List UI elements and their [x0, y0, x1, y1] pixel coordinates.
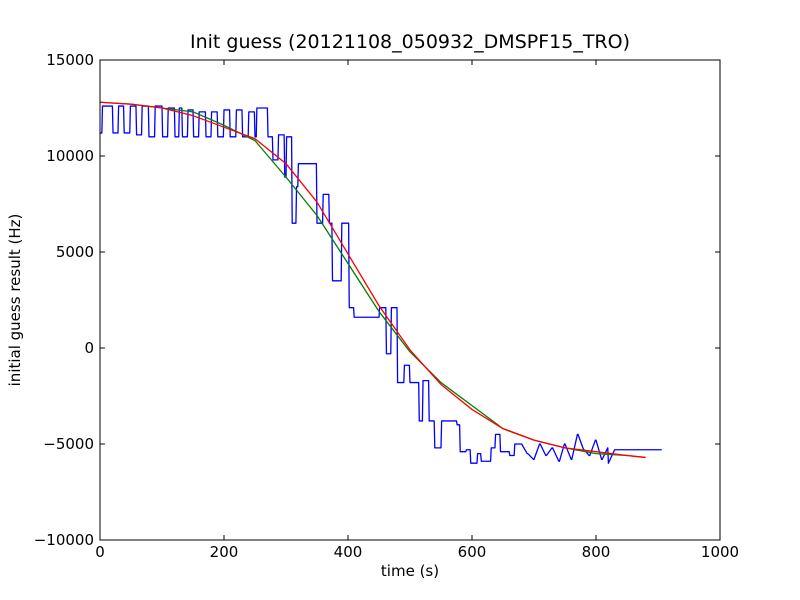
chart-title: Init guess (20121108_050932_DMSPF15_TRO) — [190, 31, 630, 53]
series-line-3 — [100, 101, 646, 459]
series-layer — [100, 101, 662, 464]
y-tick-label: 5000 — [56, 243, 94, 261]
x-tick-label: 200 — [210, 543, 239, 561]
y-tick-label: −5000 — [43, 435, 94, 453]
x-tick-label: 800 — [582, 543, 611, 561]
y-tick-label: 0 — [84, 339, 94, 357]
x-axis-label: time (s) — [381, 562, 439, 580]
x-tick-label: 0 — [95, 543, 105, 561]
series-line-1 — [100, 105, 662, 464]
x-tick-label: 400 — [334, 543, 363, 561]
axes-frame — [99, 59, 721, 541]
x-tick-label: 600 — [458, 543, 487, 561]
y-tick-label: 10000 — [46, 147, 94, 165]
x-tick-label: 1000 — [701, 543, 739, 561]
y-axis-label: initial guess result (Hz) — [6, 214, 24, 387]
y-tick-label: −10000 — [34, 531, 94, 549]
ticks-layer: 0 200 400 600 800 1000 −10000 −5000 0 5000 10000 15… — [34, 51, 739, 561]
axes-background — [100, 60, 720, 540]
plot-area: 0 200 400 600 800 1000 −10000 −5000 0 5000 10000 15… — [34, 51, 739, 561]
y-tick-label: 15000 — [46, 51, 94, 69]
